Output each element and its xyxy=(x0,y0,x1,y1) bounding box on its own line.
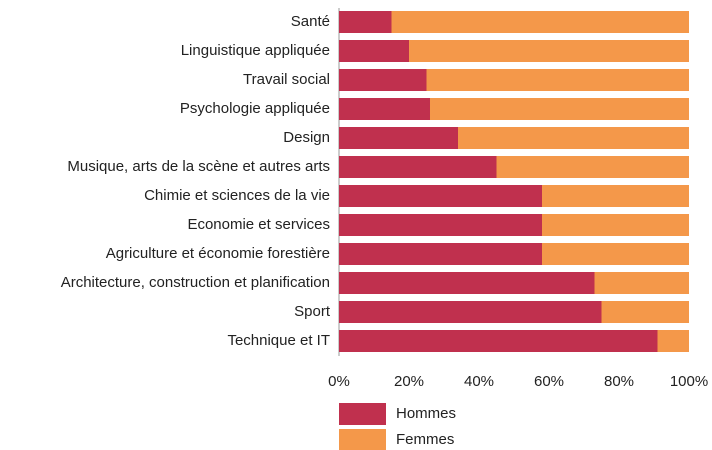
x-tick-label: 20% xyxy=(394,373,424,390)
legend-swatch xyxy=(339,429,386,450)
bar-segment xyxy=(339,40,409,62)
category-label: Musique, arts de la scène et autres arts xyxy=(67,158,330,175)
x-tick-label: 40% xyxy=(464,373,494,390)
legend-label: Femmes xyxy=(396,431,454,448)
bar-segment xyxy=(339,272,595,294)
bar-segment xyxy=(339,330,658,352)
bar-segment xyxy=(339,98,430,120)
bar-segment xyxy=(339,243,542,265)
bar-segment xyxy=(601,301,689,323)
category-label: Technique et IT xyxy=(227,332,330,349)
bar-segment xyxy=(542,214,689,236)
bar-segment xyxy=(339,69,427,91)
category-label: Architecture, construction et planificat… xyxy=(61,274,330,291)
legend-swatch xyxy=(339,403,386,425)
bar-segment xyxy=(391,11,689,33)
bar-segment xyxy=(430,98,689,120)
bar-segment xyxy=(409,40,689,62)
bar-segment xyxy=(339,301,602,323)
category-label: Linguistique appliquée xyxy=(181,42,330,59)
x-tick-label: 60% xyxy=(534,373,564,390)
bar-segment xyxy=(458,127,689,149)
bar-segment xyxy=(542,185,689,207)
category-label: Chimie et sciences de la vie xyxy=(144,187,330,204)
bar-segment xyxy=(339,156,497,178)
category-label: Economie et services xyxy=(187,216,330,233)
bar-segment xyxy=(339,11,392,33)
bar-segment xyxy=(496,156,689,178)
bar-segment xyxy=(339,127,458,149)
x-tick-label: 80% xyxy=(604,373,634,390)
x-tick-label: 100% xyxy=(670,373,708,390)
bar-segment xyxy=(426,69,689,91)
bar-segment xyxy=(657,330,689,352)
category-label: Sport xyxy=(294,303,331,320)
category-label: Psychologie appliquée xyxy=(180,100,330,117)
category-label: Agriculture et économie forestière xyxy=(106,245,330,262)
category-label: Santé xyxy=(291,13,330,30)
category-label: Design xyxy=(283,129,330,146)
bar-segment xyxy=(339,214,542,236)
category-label: Travail social xyxy=(243,71,330,88)
bar-segment xyxy=(594,272,689,294)
bar-segment xyxy=(339,185,542,207)
legend-label: Hommes xyxy=(396,405,456,422)
x-tick-label: 0% xyxy=(328,373,350,390)
bar-segment xyxy=(542,243,689,265)
